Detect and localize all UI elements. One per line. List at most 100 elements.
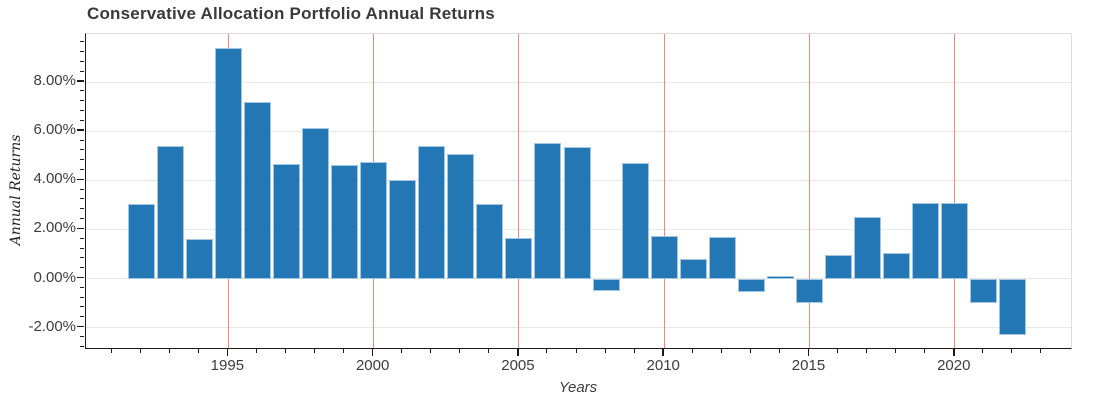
y-major-tick	[76, 276, 84, 279]
x-minor-tick	[924, 348, 926, 353]
x-gridline	[663, 34, 665, 348]
bar-2007	[563, 146, 591, 279]
x-gridline	[808, 34, 810, 348]
x-minor-tick	[982, 348, 984, 353]
y-minor-tick	[79, 100, 84, 102]
y-major-tick	[76, 227, 84, 230]
y-minor-tick	[79, 247, 84, 249]
bar-2009	[621, 163, 649, 279]
bar-2016	[825, 255, 853, 279]
bar-2021	[970, 278, 998, 304]
x-minor-tick	[255, 348, 257, 353]
x-minor-tick	[1040, 348, 1042, 353]
y-minor-tick	[79, 119, 84, 121]
x-gridline	[518, 34, 520, 348]
y-minor-tick	[79, 267, 84, 269]
y-major-tick	[76, 129, 84, 131]
x-tick-label: 1995	[210, 357, 245, 374]
y-minor-tick	[79, 188, 84, 190]
y-tick-label: -2.00%	[28, 317, 76, 335]
bar-2012	[708, 237, 736, 279]
y-minor-tick	[79, 345, 84, 347]
y-major-tick	[76, 178, 84, 181]
x-minor-tick	[197, 348, 199, 353]
x-minor-tick	[895, 348, 897, 353]
bar-2018	[883, 253, 911, 279]
bar-1996	[243, 102, 271, 279]
y-minor-tick	[79, 159, 84, 161]
y-major-tick	[76, 325, 84, 328]
x-minor-tick	[866, 348, 868, 353]
x-minor-tick	[778, 348, 780, 353]
x-tick-label: 2020	[937, 357, 971, 374]
y-gridline	[86, 327, 1071, 329]
y-minor-tick	[79, 70, 84, 72]
bar-1999	[331, 165, 359, 279]
bar-2006	[534, 143, 562, 279]
bar-1997	[272, 164, 300, 279]
y-tick-label: 0.00%	[33, 268, 76, 286]
bar-2002	[418, 145, 446, 279]
y-minor-tick	[79, 218, 84, 220]
x-tick-label: 2000	[355, 357, 390, 374]
x-minor-tick	[343, 348, 345, 353]
bar-2019	[912, 202, 940, 279]
bar-2003	[447, 153, 475, 279]
bar-1994	[185, 238, 213, 279]
x-minor-tick	[837, 348, 839, 353]
x-tick-label: 2005	[501, 357, 535, 374]
y-gridline	[86, 130, 1071, 132]
x-minor-tick	[401, 348, 403, 353]
bar-2005	[505, 238, 533, 279]
x-major-tick	[662, 348, 664, 356]
bar-2017	[854, 217, 882, 279]
x-minor-tick	[459, 348, 461, 353]
y-minor-tick	[79, 149, 84, 151]
x-minor-tick	[139, 348, 141, 353]
bar-2020	[941, 203, 969, 279]
x-minor-tick	[110, 348, 112, 353]
y-gridline	[86, 278, 1071, 280]
y-minor-tick	[79, 286, 84, 288]
x-minor-tick	[168, 348, 170, 353]
y-tick-label: 6.00%	[33, 121, 76, 139]
x-minor-tick	[546, 348, 548, 353]
bar-2022	[999, 278, 1027, 336]
x-minor-tick	[284, 348, 286, 353]
chart-title: Conservative Allocation Portfolio Annual…	[87, 4, 495, 23]
x-gridline	[954, 34, 956, 348]
x-major-tick	[226, 348, 229, 356]
bar-2011	[679, 258, 707, 279]
x-major-tick	[517, 348, 519, 356]
y-minor-tick	[79, 41, 84, 43]
x-major-tick	[807, 348, 810, 356]
bar-2008	[592, 278, 620, 292]
x-minor-tick	[575, 348, 577, 353]
bar-2010	[650, 236, 678, 279]
x-major-tick	[953, 348, 955, 356]
y-tick-label: 4.00%	[33, 170, 76, 188]
y-minor-tick	[79, 335, 84, 337]
x-minor-tick	[1011, 348, 1013, 353]
y-major-tick	[76, 80, 84, 82]
bar-1993	[156, 146, 184, 279]
x-minor-tick	[633, 348, 635, 353]
y-tick-label: 2.00%	[33, 219, 76, 237]
y-minor-tick	[79, 139, 84, 141]
y-gridline	[86, 81, 1071, 83]
x-major-tick	[371, 348, 374, 356]
bar-2013	[737, 278, 765, 292]
y-minor-tick	[79, 198, 84, 200]
bar-2000	[360, 162, 388, 279]
y-minor-tick	[79, 257, 84, 259]
x-minor-tick	[430, 348, 432, 353]
y-minor-tick	[79, 169, 84, 170]
x-minor-tick	[749, 348, 751, 353]
x-minor-tick	[314, 348, 316, 353]
bar-2014	[766, 276, 794, 279]
x-axis-label: Years	[558, 379, 598, 396]
bar-1992	[127, 203, 155, 279]
bar-2001	[389, 180, 417, 279]
bar-1998	[302, 128, 330, 279]
